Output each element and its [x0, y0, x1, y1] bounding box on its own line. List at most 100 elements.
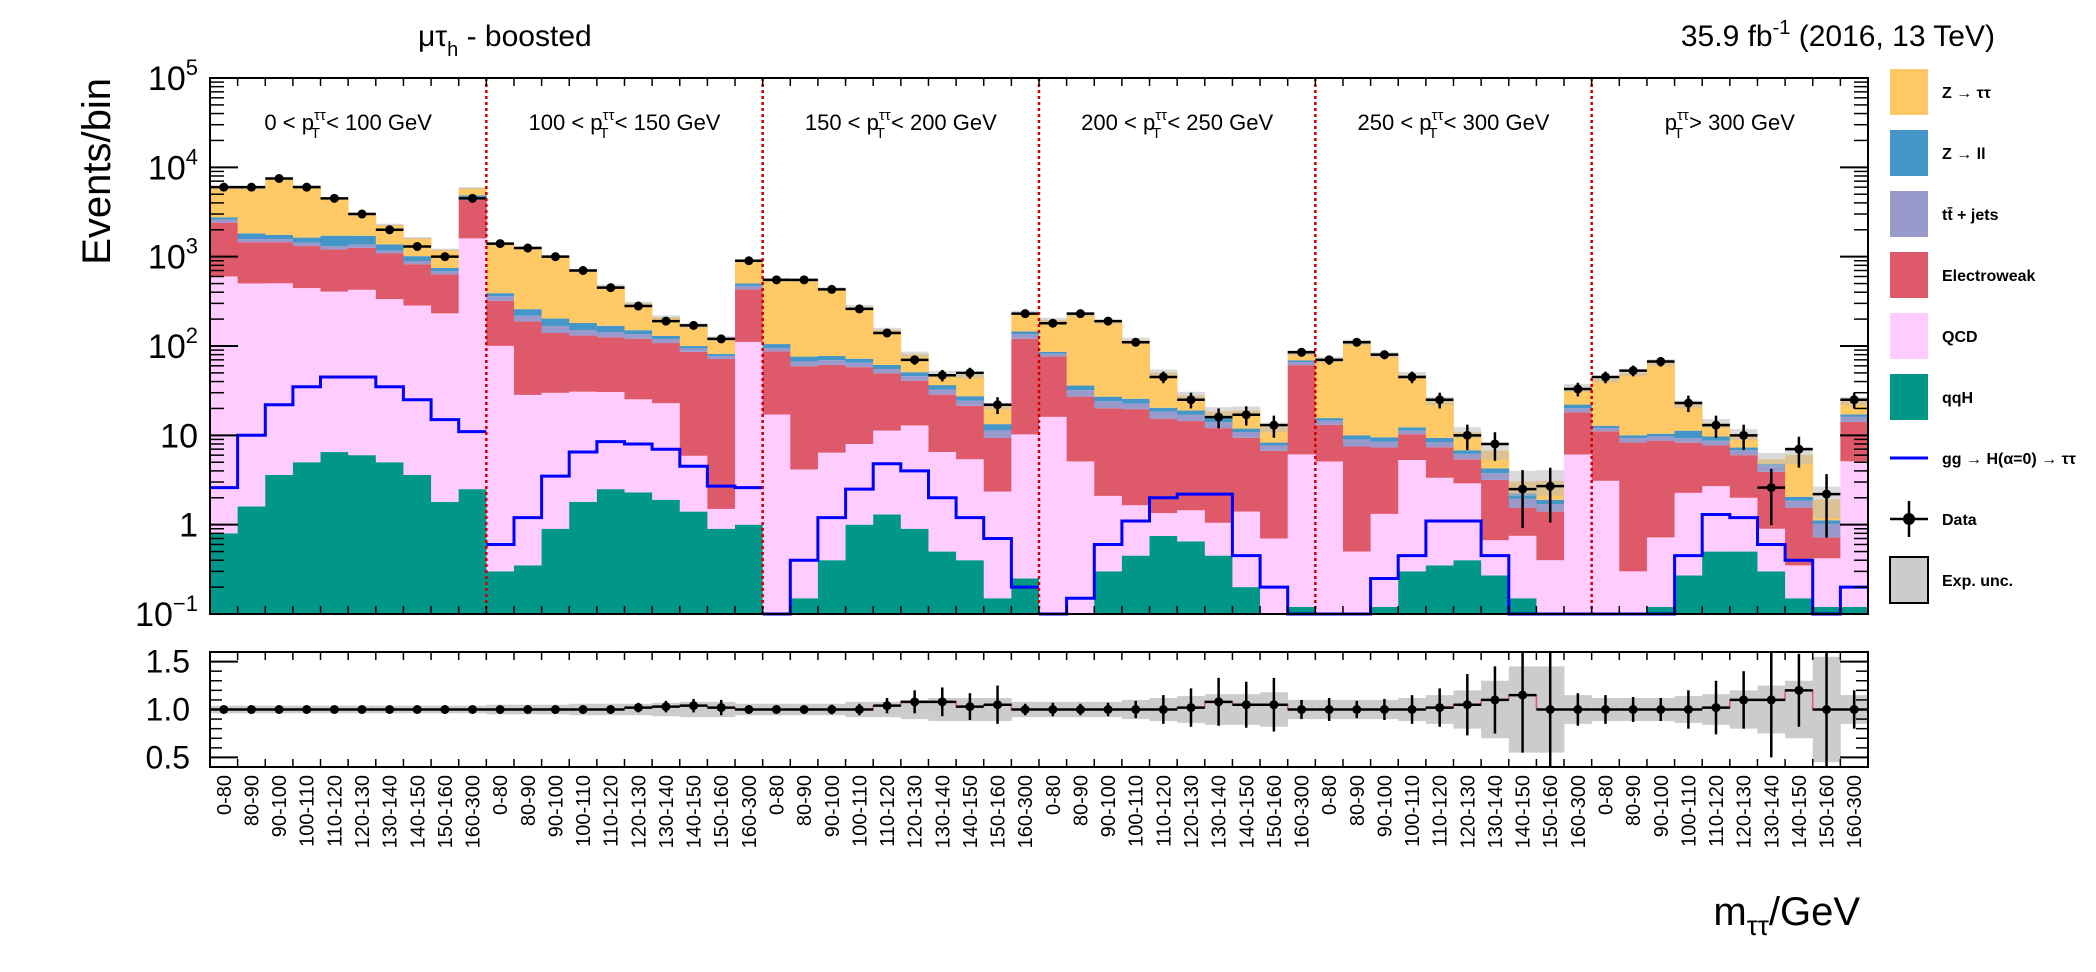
- ratio-point: [486, 705, 514, 714]
- stack-bar-qqh: [1702, 551, 1731, 614]
- stack-bar-qcd: [1260, 538, 1289, 614]
- x-tick-label: 130-140: [1485, 775, 1507, 848]
- data-point: [1702, 415, 1730, 438]
- data-point: [431, 252, 459, 262]
- stack-bar-qcd: [1398, 459, 1427, 572]
- stack-bar-electroweak: [1398, 434, 1427, 460]
- stack-bar-qcd: [1121, 505, 1150, 556]
- data-point: [1840, 392, 1868, 409]
- data-point: [652, 316, 680, 326]
- stack-bar-zll: [762, 344, 791, 348]
- stack-bar-qcd: [735, 341, 764, 525]
- exp-unc-band: [431, 248, 459, 251]
- stack-bar-qqh: [1094, 571, 1123, 614]
- stack-bar-zll: [900, 372, 929, 377]
- stack-bar-electroweak: [928, 394, 957, 453]
- stack-bar-electroweak: [320, 249, 349, 292]
- stack-bar-qqh: [1785, 598, 1814, 614]
- y-tick-label: 1: [179, 507, 198, 545]
- stack-bar-ttjets: [873, 368, 902, 374]
- stack-bar-z: [458, 188, 487, 196]
- x-tick-label: 120-130: [905, 775, 927, 848]
- stack-bar-qqh: [1287, 606, 1316, 614]
- legend-entry: qqH: [1890, 374, 1973, 420]
- data-point: [348, 209, 376, 219]
- main-axes: 10−1 1 10 102 103 104 105: [135, 55, 1869, 634]
- data-point: [817, 284, 846, 294]
- y-tick-label: 10: [160, 417, 198, 455]
- stack-bar-zll: [956, 396, 985, 401]
- stack-bar-qqh: [1646, 606, 1675, 614]
- ratio-point: [1564, 693, 1592, 726]
- data-point: [900, 355, 929, 365]
- stack-bar-ttjets: [431, 271, 460, 275]
- ratio-point: [1729, 671, 1758, 729]
- stack-bar-ttjets: [790, 361, 819, 367]
- stack-bar-zll: [431, 267, 460, 272]
- stack-bar-qcd: [900, 425, 929, 529]
- data-point: [790, 275, 818, 285]
- x-tick-label: 110-120: [877, 775, 899, 847]
- stack-bar-qqh: [1232, 587, 1261, 614]
- x-tick-label: 80-90: [1347, 775, 1369, 826]
- y-tick-label: 103: [148, 234, 198, 277]
- stack-bar-qcd: [1757, 528, 1786, 572]
- category-label: 250 < pττ T < 300 GeV: [1358, 107, 1550, 142]
- ratio-point: [1453, 674, 1482, 736]
- stack-bar-ttjets: [348, 244, 377, 248]
- legend-entry: Electroweak: [1890, 252, 2035, 298]
- stack-bar-qqh: [1425, 565, 1454, 614]
- stack-bar-ttjets: [845, 362, 874, 368]
- x-tick-label: 150-160: [711, 775, 733, 848]
- stack-bar-electroweak: [1591, 431, 1620, 481]
- stack-bar-zll: [1453, 450, 1482, 454]
- stack-bar-qqh: [1204, 555, 1233, 614]
- data-point: [845, 304, 874, 314]
- stack-bar-qqh: [513, 565, 542, 614]
- stack-bar-qqh: [983, 598, 1012, 614]
- stack-bar-ttjets: [1729, 450, 1758, 456]
- ratio-point: [596, 705, 625, 714]
- stack-bar-zll: [983, 424, 1012, 431]
- data-point: [403, 241, 432, 251]
- stack-bar-electroweak: [265, 242, 294, 284]
- stack-bar-electroweak: [1702, 445, 1731, 487]
- stack-bar-electroweak: [1232, 437, 1261, 512]
- exp-unc-band: [403, 237, 432, 240]
- stack-bar-qqh: [1481, 575, 1510, 614]
- legend-entry: Z → ττ: [1890, 69, 1991, 115]
- data-point: [292, 182, 321, 192]
- stack-bar-electroweak: [1260, 450, 1289, 539]
- stack-bar-zll: [1398, 427, 1427, 431]
- data-point: [1011, 309, 1039, 319]
- legend-label: Z → ττ: [1942, 85, 1991, 102]
- ratio-point: [431, 705, 459, 714]
- x-tick-label: 150-160: [435, 775, 457, 848]
- stack-bar-zll: [873, 364, 902, 369]
- x-tick-label: 110-120: [324, 775, 346, 847]
- category-label: pττ T > 300 GeV: [1665, 107, 1796, 142]
- x-tick-label: 130-140: [1209, 775, 1231, 848]
- stack-bar-qcd: [1149, 513, 1178, 536]
- ratio-point: [1619, 697, 1647, 722]
- stack-bar-qqh: [1729, 551, 1758, 614]
- stack-bar-ttjets: [486, 296, 515, 301]
- ratio-point: [1204, 677, 1233, 726]
- ratio-point: [679, 698, 708, 713]
- ratio-point: [1425, 688, 1454, 727]
- category-label: 100 < pττ T < 150 GeV: [529, 107, 721, 142]
- stack-bar-qqh: [707, 528, 736, 614]
- stack-bar-qqh: [1674, 575, 1703, 614]
- ratio-point: [265, 705, 293, 714]
- stack-bar-qcd: [1342, 551, 1371, 614]
- x-tick-label: 150-160: [1817, 775, 1839, 848]
- stack-bar-qcd: [1702, 486, 1731, 552]
- stack-bar-qqh: [1757, 571, 1786, 614]
- stack-bar-qcd: [513, 394, 542, 566]
- stack-bar-z: [1342, 342, 1371, 436]
- category-label: 150 < pττ T < 200 GeV: [805, 107, 997, 142]
- stack-bar-electroweak: [1453, 459, 1482, 484]
- stack-bar-qcd: [1785, 565, 1814, 599]
- ratio-point: [1674, 690, 1703, 729]
- stack-bar-qqh: [873, 514, 902, 614]
